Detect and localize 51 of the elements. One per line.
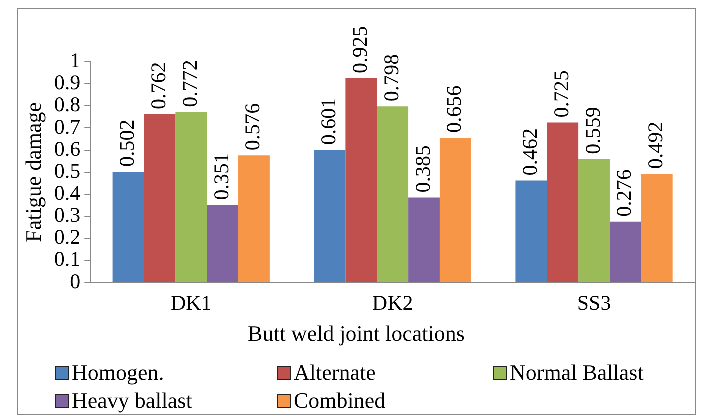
y-tick-label: 0.7 <box>54 114 81 139</box>
data-label: 0.559 <box>580 107 605 154</box>
data-label: 0.656 <box>442 86 466 133</box>
bar <box>144 114 176 282</box>
legend-label: Combined <box>294 387 386 415</box>
bar <box>176 112 208 282</box>
x-tick-label: SS3 <box>577 290 612 315</box>
legend-label: Normal Ballast <box>510 359 644 387</box>
y-tick-label: 0 <box>70 269 81 294</box>
bar <box>440 138 472 282</box>
x-tick-label: DK2 <box>372 290 414 315</box>
data-label: 0.798 <box>379 54 404 102</box>
data-label: 0.601 <box>316 98 340 146</box>
bar <box>641 174 673 282</box>
data-label: 0.385 <box>410 146 435 193</box>
y-tick-label: 0.4 <box>54 180 82 205</box>
y-tick-label: 0.3 <box>54 203 81 228</box>
bar <box>578 159 610 282</box>
y-tick-label: 0.2 <box>54 225 81 250</box>
bar <box>547 122 579 282</box>
x-axis-title: Butt weld joint locations <box>247 321 466 347</box>
legend-label: Alternate <box>294 359 376 387</box>
y-tick-label: 0.5 <box>54 158 81 183</box>
data-label: 0.772 <box>178 60 202 108</box>
bar <box>207 205 239 282</box>
y-tick-label: 0.9 <box>54 70 81 95</box>
data-label: 0.725 <box>549 70 574 118</box>
data-label: 0.351 <box>209 153 234 200</box>
data-label: 0.502 <box>115 120 140 167</box>
data-label: 0.576 <box>240 103 265 151</box>
y-tick-label: 0.8 <box>54 92 81 117</box>
legend-label: Heavy ballast <box>72 387 192 415</box>
bar <box>377 106 409 282</box>
data-label: 0.762 <box>146 62 170 110</box>
y-tick-label: 1 <box>70 48 81 73</box>
bar <box>610 222 642 282</box>
bar <box>238 156 270 282</box>
bar <box>314 150 346 282</box>
y-tick-label: 0.6 <box>54 136 81 161</box>
data-label: 0.462 <box>518 128 542 176</box>
y-axis-title: Fatigue damage <box>20 102 46 242</box>
legend-label: Homogen. <box>72 359 164 387</box>
bar <box>516 180 548 282</box>
y-tick-label: 0.1 <box>54 247 81 272</box>
data-label: 0.492 <box>644 122 668 170</box>
data-label: 0.925 <box>348 26 372 74</box>
x-tick-label: DK1 <box>170 290 212 315</box>
data-label: 0.276 <box>612 170 636 217</box>
bar <box>346 78 378 282</box>
bar <box>408 198 440 282</box>
bar <box>112 172 144 282</box>
